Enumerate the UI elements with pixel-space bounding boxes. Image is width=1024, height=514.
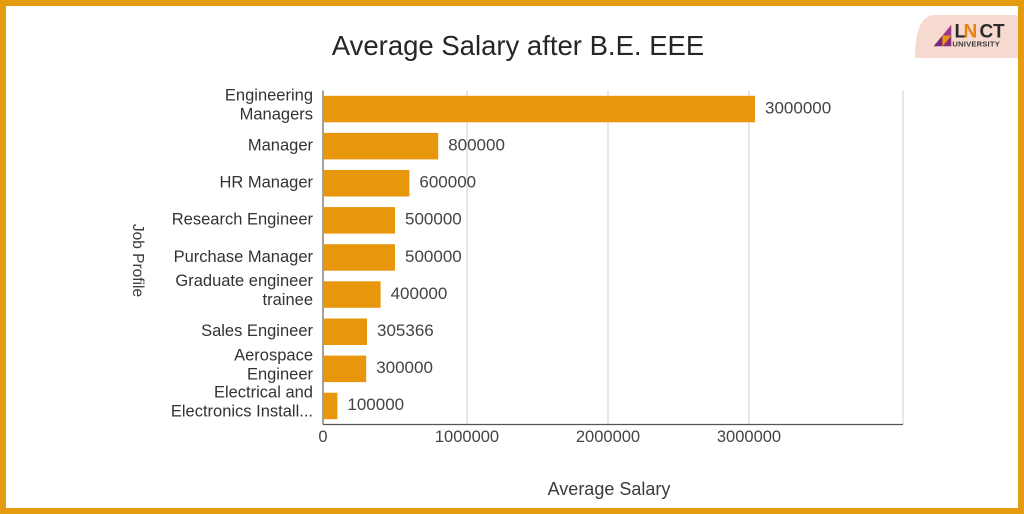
svg-text:Electronics Install...: Electronics Install... <box>171 402 313 420</box>
svg-text:500000: 500000 <box>405 210 462 229</box>
svg-text:Manager: Manager <box>248 137 314 155</box>
svg-text:3000000: 3000000 <box>765 98 831 117</box>
svg-text:Electrical and: Electrical and <box>214 383 313 401</box>
svg-text:UNIVERSITY: UNIVERSITY <box>952 39 1000 48</box>
svg-text:HR Manager: HR Manager <box>219 174 313 192</box>
svg-text:Aerospace: Aerospace <box>234 346 313 364</box>
svg-text:Engineer: Engineer <box>247 365 314 383</box>
svg-text:1000000: 1000000 <box>435 428 499 446</box>
svg-text:Average Salary: Average Salary <box>548 479 671 499</box>
svg-text:Graduate engineer: Graduate engineer <box>175 272 313 290</box>
svg-text:100000: 100000 <box>347 395 404 414</box>
svg-text:600000: 600000 <box>419 173 476 192</box>
svg-text:500000: 500000 <box>405 247 462 266</box>
svg-text:0: 0 <box>318 428 327 446</box>
svg-text:Purchase Manager: Purchase Manager <box>174 248 314 266</box>
svg-text:305366: 305366 <box>377 321 434 340</box>
svg-text:2000000: 2000000 <box>576 428 640 446</box>
svg-text:Research Engineer: Research Engineer <box>172 211 314 229</box>
svg-text:Managers: Managers <box>240 106 313 124</box>
svg-text:400000: 400000 <box>391 284 448 303</box>
svg-text:3000000: 3000000 <box>717 428 781 446</box>
svg-text:Engineering: Engineering <box>225 87 313 105</box>
svg-text:300000: 300000 <box>376 358 433 377</box>
svg-text:trainee: trainee <box>263 291 313 309</box>
svg-text:800000: 800000 <box>448 136 505 155</box>
svg-text:Sales Engineer: Sales Engineer <box>201 322 313 340</box>
